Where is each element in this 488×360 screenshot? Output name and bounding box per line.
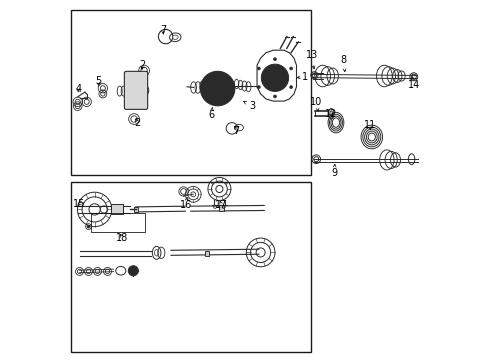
Circle shape xyxy=(128,266,138,276)
Text: 17: 17 xyxy=(215,200,227,210)
Circle shape xyxy=(289,86,292,89)
Text: 8: 8 xyxy=(340,55,346,72)
Circle shape xyxy=(200,71,234,106)
Circle shape xyxy=(273,95,276,98)
Text: 1: 1 xyxy=(297,72,307,82)
Ellipse shape xyxy=(328,109,333,119)
Circle shape xyxy=(87,225,90,228)
Circle shape xyxy=(273,58,276,60)
Circle shape xyxy=(289,67,292,70)
Bar xyxy=(70,10,310,175)
Text: 7: 7 xyxy=(160,25,166,35)
FancyBboxPatch shape xyxy=(124,71,147,109)
Text: 12: 12 xyxy=(324,109,337,119)
Text: 11: 11 xyxy=(363,121,375,130)
Bar xyxy=(204,251,209,256)
Text: 5: 5 xyxy=(95,76,101,86)
Text: 14: 14 xyxy=(407,77,419,90)
Circle shape xyxy=(261,64,288,91)
Bar xyxy=(134,207,138,212)
Text: 2: 2 xyxy=(139,60,145,70)
Text: 7: 7 xyxy=(233,126,239,135)
Text: 3: 3 xyxy=(243,102,255,112)
Bar xyxy=(70,182,310,352)
Text: 13: 13 xyxy=(305,50,317,69)
FancyBboxPatch shape xyxy=(110,204,123,215)
Bar xyxy=(91,213,145,232)
Text: 2: 2 xyxy=(134,118,141,128)
Text: 18: 18 xyxy=(116,233,128,243)
Text: 9: 9 xyxy=(330,164,337,178)
Circle shape xyxy=(257,86,260,89)
Circle shape xyxy=(139,87,145,93)
Text: 4: 4 xyxy=(75,84,81,94)
Text: 15: 15 xyxy=(73,199,85,210)
Circle shape xyxy=(257,67,260,70)
Text: 10: 10 xyxy=(309,97,322,111)
Text: 16: 16 xyxy=(179,197,191,210)
Bar xyxy=(219,206,223,211)
Text: 6: 6 xyxy=(208,108,214,121)
